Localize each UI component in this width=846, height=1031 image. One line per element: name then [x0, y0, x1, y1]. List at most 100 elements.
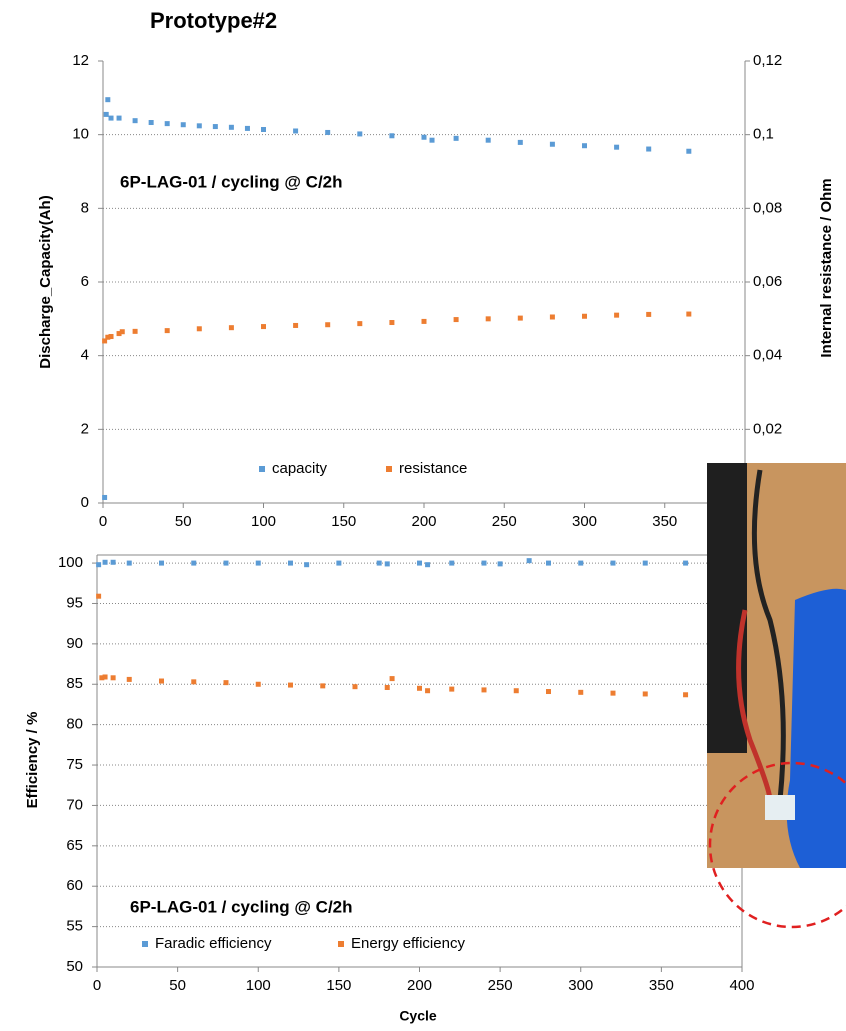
point	[610, 560, 616, 566]
y2-tick-label: 0,06	[753, 273, 782, 290]
x-tick-label: 200	[411, 513, 436, 530]
point	[103, 111, 109, 117]
point	[132, 118, 138, 124]
point	[614, 312, 620, 318]
x-tick-label: 0	[99, 513, 107, 530]
y2-tick-label: 0,02	[753, 420, 782, 437]
point	[449, 686, 455, 692]
x-tick-label: 400	[729, 977, 754, 994]
point	[683, 560, 689, 566]
point	[546, 689, 551, 695]
x-tick-label: 250	[492, 513, 517, 530]
y2-tick-label: 0,08	[753, 199, 782, 216]
point	[180, 122, 186, 128]
x-tick-label: 50	[169, 977, 186, 994]
point	[421, 134, 427, 140]
y-tick-label: 12	[72, 52, 89, 69]
y-tick-label: 70	[66, 796, 83, 813]
x-tick-label: 150	[331, 513, 356, 530]
point	[686, 311, 692, 317]
y2-tick-label: 0,1	[753, 126, 774, 143]
point	[485, 316, 491, 322]
point	[96, 562, 102, 568]
point	[96, 593, 102, 599]
point	[497, 561, 503, 567]
point	[417, 560, 422, 566]
point	[191, 679, 197, 685]
point	[325, 322, 331, 328]
point	[223, 680, 229, 686]
point	[549, 314, 555, 320]
y-axis-title: Efficiency / %	[24, 712, 41, 809]
point	[481, 560, 487, 566]
point	[357, 321, 363, 327]
point	[429, 137, 435, 143]
point	[485, 137, 491, 143]
point	[255, 560, 261, 566]
legend-swatch	[142, 941, 148, 947]
point	[108, 334, 114, 340]
x-tick-label: 350	[649, 977, 674, 994]
point	[389, 676, 395, 682]
point	[116, 115, 122, 121]
point	[449, 560, 455, 566]
y-tick-label: 4	[81, 347, 89, 364]
point	[614, 144, 620, 150]
point	[417, 685, 422, 691]
x-tick-label: 50	[175, 513, 192, 530]
point	[357, 131, 363, 137]
point	[261, 324, 266, 330]
point	[325, 129, 331, 135]
point	[228, 325, 234, 331]
y-tick-label: 60	[66, 877, 83, 894]
point	[517, 315, 523, 321]
point	[126, 560, 132, 566]
x-tick-label: 250	[488, 977, 513, 994]
point	[148, 120, 154, 126]
point	[223, 560, 229, 566]
photo	[707, 463, 846, 929]
point	[261, 127, 266, 133]
point	[513, 688, 519, 694]
point	[102, 674, 108, 680]
y2-tick-label: 0,12	[753, 52, 782, 69]
legend-label: capacity	[272, 460, 328, 477]
point	[102, 338, 108, 344]
point	[384, 561, 390, 567]
x-tick-label: 300	[572, 513, 597, 530]
y-tick-label: 2	[81, 420, 89, 437]
y-tick-label: 85	[66, 675, 83, 692]
legend-label: Energy efficiency	[351, 935, 465, 952]
legend-label: Faradic efficiency	[155, 935, 272, 952]
point	[164, 121, 170, 127]
point	[255, 681, 261, 687]
point	[578, 560, 584, 566]
y-tick-label: 6	[81, 273, 89, 290]
point	[389, 320, 395, 326]
point	[110, 675, 116, 681]
point	[481, 687, 487, 693]
point	[526, 558, 532, 564]
point	[546, 560, 551, 566]
point	[228, 124, 234, 130]
point	[119, 329, 125, 335]
point	[425, 562, 431, 568]
point	[105, 97, 111, 103]
y-tick-label: 65	[66, 837, 83, 854]
point	[304, 562, 310, 568]
point	[196, 123, 202, 129]
x-tick-label: 100	[251, 513, 276, 530]
charts: 0 2 4 6 8 10 12 0,02 0,04 0,06 0,08 0,1 0,12 0 50 100 15…	[24, 52, 835, 1024]
point	[108, 115, 114, 121]
point	[288, 560, 293, 566]
y-tick-label: 100	[58, 554, 83, 571]
point	[578, 689, 584, 695]
legend-label: resistance	[399, 460, 467, 477]
y-tick-label: 10	[72, 126, 89, 143]
point	[376, 560, 382, 566]
legend-swatch	[338, 941, 344, 947]
photo-connector	[765, 795, 795, 820]
point	[320, 683, 326, 689]
point	[610, 690, 616, 696]
